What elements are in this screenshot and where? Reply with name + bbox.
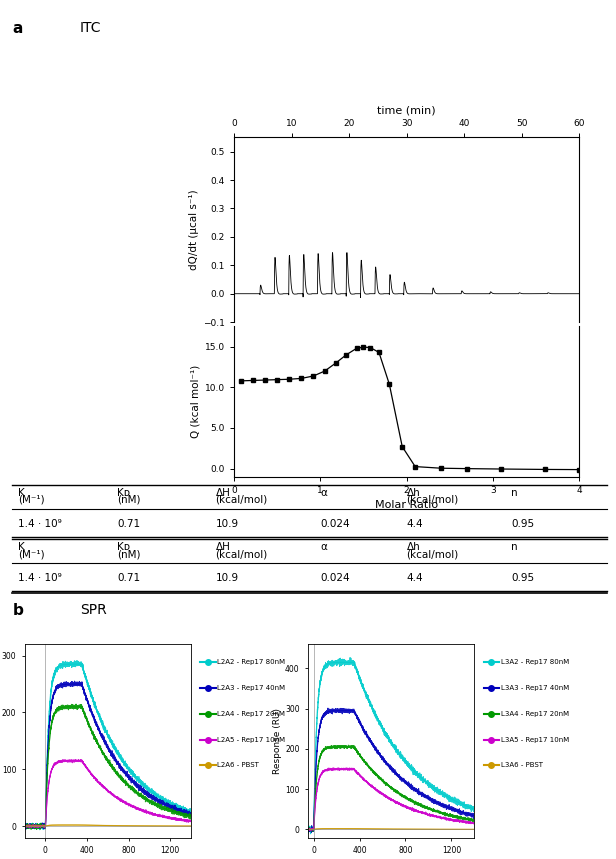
Text: (kcal/mol): (kcal/mol) [216, 495, 268, 505]
Text: 0.71: 0.71 [117, 519, 140, 529]
Text: 0.95: 0.95 [511, 519, 535, 529]
Text: Δh: Δh [407, 488, 420, 498]
Text: 0.024: 0.024 [320, 519, 350, 529]
Text: L2A3 - Rep17 40nM: L2A3 - Rep17 40nM [217, 685, 286, 691]
Text: L2A6 - PBST: L2A6 - PBST [217, 763, 259, 768]
Text: L2A2 - Rep17 80nM: L2A2 - Rep17 80nM [217, 660, 286, 665]
Text: Kᴅ: Kᴅ [117, 542, 130, 552]
Text: L3A2 - Rep17 80nM: L3A2 - Rep17 80nM [501, 660, 569, 665]
Text: 0.024: 0.024 [320, 573, 350, 583]
Text: α: α [320, 542, 327, 552]
Text: 0.95: 0.95 [511, 573, 535, 583]
Text: (M⁻¹): (M⁻¹) [18, 549, 45, 559]
Text: 4.4: 4.4 [407, 573, 423, 583]
Text: 10.9: 10.9 [216, 573, 239, 583]
X-axis label: Molar Ratio: Molar Ratio [375, 500, 438, 510]
Text: ITC: ITC [80, 21, 102, 35]
Text: L3A6 - PBST: L3A6 - PBST [501, 763, 543, 768]
Text: K: K [18, 488, 25, 498]
Text: (kcal/mol): (kcal/mol) [216, 549, 268, 559]
X-axis label: time (min): time (min) [377, 106, 436, 116]
Text: b: b [12, 603, 23, 618]
Text: ΔH: ΔH [216, 488, 230, 498]
Text: n: n [511, 488, 518, 498]
Text: Kᴅ: Kᴅ [117, 488, 130, 498]
Text: n: n [511, 542, 518, 552]
Text: L3A4 - Rep17 20nM: L3A4 - Rep17 20nM [501, 711, 569, 716]
Text: (M⁻¹): (M⁻¹) [18, 495, 45, 505]
Text: L2A5 - Rep17 10nM: L2A5 - Rep17 10nM [217, 737, 286, 742]
Y-axis label: dQ/dt (μcal s⁻¹): dQ/dt (μcal s⁻¹) [189, 190, 199, 270]
Text: L2A4 - Rep17 20nM: L2A4 - Rep17 20nM [217, 711, 285, 716]
Y-axis label: Q (kcal mol⁻¹): Q (kcal mol⁻¹) [191, 365, 201, 438]
Text: K: K [18, 542, 25, 552]
Text: SPR: SPR [80, 603, 107, 617]
Text: 0.71: 0.71 [117, 573, 140, 583]
Text: α: α [320, 488, 327, 498]
Text: (nM): (nM) [117, 495, 140, 505]
Text: L3A3 - Rep17 40nM: L3A3 - Rep17 40nM [501, 685, 569, 691]
Text: 10.9: 10.9 [216, 519, 239, 529]
Text: (kcal/mol): (kcal/mol) [407, 549, 459, 559]
Text: 1.4 · 10⁹: 1.4 · 10⁹ [18, 519, 62, 529]
Text: ΔH: ΔH [216, 542, 230, 552]
Text: Δh: Δh [407, 542, 420, 552]
Text: a: a [12, 21, 23, 36]
Text: (nM): (nM) [117, 549, 140, 559]
Text: 4.4: 4.4 [407, 519, 423, 529]
Y-axis label: Response (RU): Response (RU) [274, 708, 282, 774]
Text: L3A5 - Rep17 10nM: L3A5 - Rep17 10nM [501, 737, 569, 742]
Text: (kcal/mol): (kcal/mol) [407, 495, 459, 505]
Text: 1.4 · 10⁹: 1.4 · 10⁹ [18, 573, 62, 583]
